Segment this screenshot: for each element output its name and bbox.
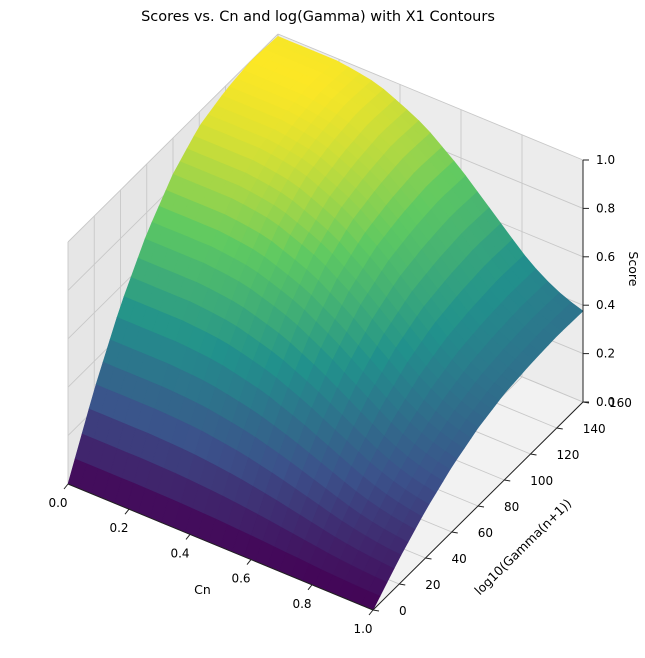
- grid-line-z: [67, 33, 279, 243]
- y-tick-label: 160: [609, 396, 632, 410]
- z-tick-label: 0.4: [596, 298, 615, 312]
- z-axis-label: Score: [626, 251, 641, 286]
- z-tick-label: 0.8: [596, 201, 615, 215]
- x-axis-label: Cn: [194, 582, 211, 597]
- y-tick-mark: [372, 609, 380, 612]
- x-tick-label: 0.2: [109, 521, 128, 535]
- y-tick-mark: [425, 557, 432, 560]
- y-tick-label: 0: [399, 604, 407, 618]
- chart-title: Scores vs. Cn and log(Gamma) with X1 Con…: [141, 9, 495, 25]
- y-tick-label: 100: [530, 474, 553, 488]
- y-tick-mark: [399, 583, 406, 586]
- x-tick-label: 0.0: [48, 496, 67, 510]
- y-tick-mark: [477, 505, 485, 508]
- x-tick-mark: [368, 609, 374, 616]
- x-axis-line: [67, 483, 374, 611]
- y-tick-label: 40: [452, 552, 467, 566]
- y-tick-mark: [451, 531, 458, 534]
- x-tick-mark: [307, 584, 313, 591]
- y-tick-label: 60: [478, 526, 493, 540]
- y-axis-label: log10(Gamma(n+1)): [471, 496, 574, 598]
- x-tick-label: 0.4: [170, 546, 189, 560]
- y-tick-label: 80: [504, 500, 519, 514]
- x-tick-label: 0.8: [292, 597, 311, 611]
- surface-mesh: [67, 36, 584, 611]
- x-tick-mark: [63, 483, 69, 490]
- z-tick-label: 0.0: [596, 395, 615, 409]
- y-tick-mark: [504, 479, 511, 482]
- y-tick-mark: [556, 427, 563, 430]
- tick-labels: 0.00.20.40.60.81.00204060801001201401600…: [48, 153, 631, 636]
- y-tick-label: 120: [557, 448, 580, 462]
- x-tick-mark: [246, 559, 252, 565]
- y-tick-mark: [530, 453, 537, 456]
- y-tick-label: 140: [583, 422, 606, 436]
- z-tick-label: 0.6: [596, 250, 615, 264]
- z-tick-label: 1.0: [596, 153, 615, 167]
- x-tick-label: 1.0: [353, 622, 372, 636]
- z-tick-label: 0.2: [596, 347, 615, 361]
- y-tick-label: 20: [425, 578, 440, 592]
- grid-line-z: [277, 33, 584, 161]
- x-tick-mark: [185, 534, 191, 540]
- x-tick-label: 0.6: [231, 572, 250, 586]
- x-tick-mark: [124, 508, 130, 515]
